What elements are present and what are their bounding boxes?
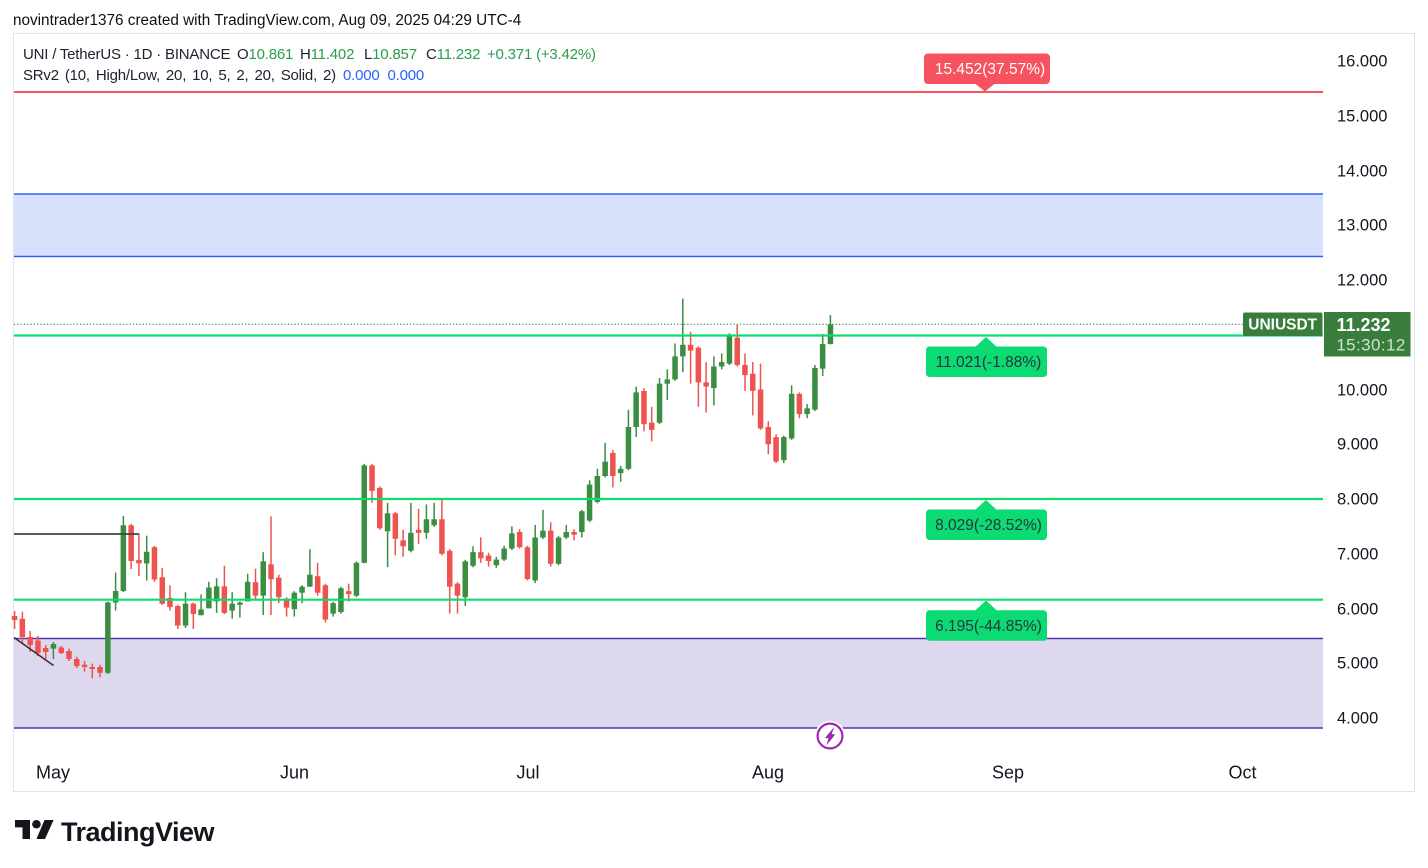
svg-text:11.021(-1.88%): 11.021(-1.88%) [936,354,1042,371]
svg-text:UNIUSDT: UNIUSDT [1248,317,1317,334]
svg-text:15.452(37.57%): 15.452(37.57%) [935,61,1045,78]
svg-text:6.195(-44.85%): 6.195(-44.85%) [935,618,1042,635]
svg-text:15:30:12: 15:30:12 [1336,336,1405,355]
svg-text:11.232: 11.232 [1336,315,1390,335]
svg-text:8.029(-28.52%): 8.029(-28.52%) [935,517,1042,534]
